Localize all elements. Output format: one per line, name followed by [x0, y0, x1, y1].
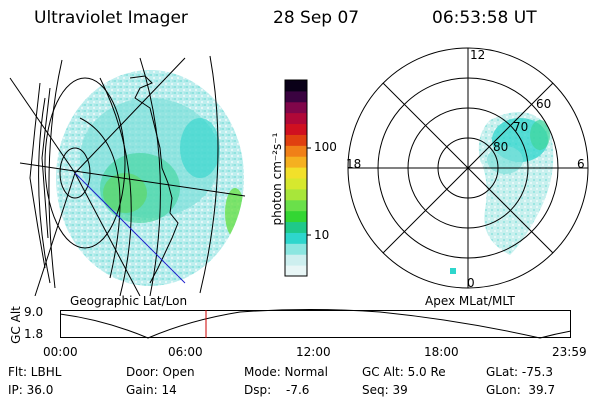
mlat-label-70: 70 — [513, 120, 529, 134]
mlat-label-80: 80 — [493, 140, 509, 154]
timeline-xtick-1800: 18:00 — [424, 345, 459, 359]
info-filter: Flt: LBHL — [8, 365, 62, 379]
colorbar-band — [285, 156, 307, 168]
info-seq: Seq: 39 — [362, 383, 408, 397]
mlt-label-6: 6 — [577, 157, 585, 171]
polar-image-panel — [347, 47, 589, 289]
colorbar-unit-label: photon cm⁻²s⁻¹ — [270, 132, 284, 226]
info-dsp-label: Dsp: — [244, 383, 272, 397]
timeline-ytick-low: 1.8 — [24, 327, 44, 341]
colorbar-band — [285, 199, 307, 212]
aurora-emission-image — [56, 70, 244, 286]
timeline-xtick-0000: 00:00 — [43, 345, 78, 359]
colorbar-band — [285, 232, 307, 244]
colorbar-band — [285, 101, 307, 114]
colorbar-band — [285, 167, 307, 179]
info-door: Door: Open — [126, 365, 195, 379]
projection-line — [74, 172, 186, 284]
date-label: 28 Sep 07 — [273, 8, 360, 28]
info-gain: Gain: 14 — [126, 383, 177, 397]
polar-emission-image — [450, 112, 554, 274]
colorbar-band — [285, 243, 307, 255]
geographic-image-panel — [9, 55, 246, 296]
colorbar-band — [285, 265, 307, 277]
colorbar-band — [285, 254, 307, 266]
polar-grid — [347, 47, 589, 289]
colorbar-tick-100: 100 — [314, 140, 337, 154]
colorbar-band — [285, 178, 307, 190]
info-glat: GLat: -75.3 — [486, 365, 553, 379]
info-mode: Mode: Normal — [244, 365, 328, 379]
colorbar-gradient — [285, 80, 307, 277]
geographic-grid — [9, 55, 246, 296]
timeline-xtick-1200: 12:00 — [296, 345, 331, 359]
colorbar-band — [285, 145, 307, 157]
colorbar-band — [285, 112, 307, 125]
timeline-xtick-0600: 06:00 — [168, 345, 203, 359]
timeline-ytick-high: 9.0 — [24, 305, 44, 319]
colorbar-band — [285, 210, 307, 223]
instrument-title: Ultraviolet Imager — [34, 8, 188, 28]
altitude-timeline — [60, 309, 572, 339]
time-label: 06:53:58 UT — [432, 8, 537, 28]
mlt-label-0: 0 — [467, 276, 475, 290]
polar-panel-label: Apex MLat/MLT — [425, 294, 515, 308]
colorbar-band — [285, 90, 307, 103]
info-dsp-value: -7.6 — [286, 383, 310, 397]
colorbar-band — [285, 188, 307, 201]
colorbar-band — [285, 134, 307, 146]
altitude-curve — [60, 309, 572, 339]
colorbar — [284, 79, 311, 277]
mlt-label-18: 18 — [346, 157, 362, 171]
info-gc-alt: GC Alt: 5.0 Re — [362, 365, 446, 379]
geographic-panel-label: Geographic Lat/Lon — [70, 294, 188, 308]
timeline-xtick-2359: 23:59 — [552, 345, 587, 359]
continent-outline — [29, 75, 179, 284]
colorbar-tick-10: 10 — [314, 228, 330, 242]
info-glon: GLon: 39.7 — [486, 383, 556, 397]
mlat-label-60: 60 — [536, 97, 552, 111]
colorbar-band — [285, 221, 307, 233]
info-ip: IP: 36.0 — [8, 383, 54, 397]
colorbar-band — [285, 80, 307, 92]
timeline-axis-label: GC Alt — [9, 306, 23, 344]
mlt-label-12: 12 — [470, 48, 486, 62]
colorbar-band — [285, 123, 307, 135]
